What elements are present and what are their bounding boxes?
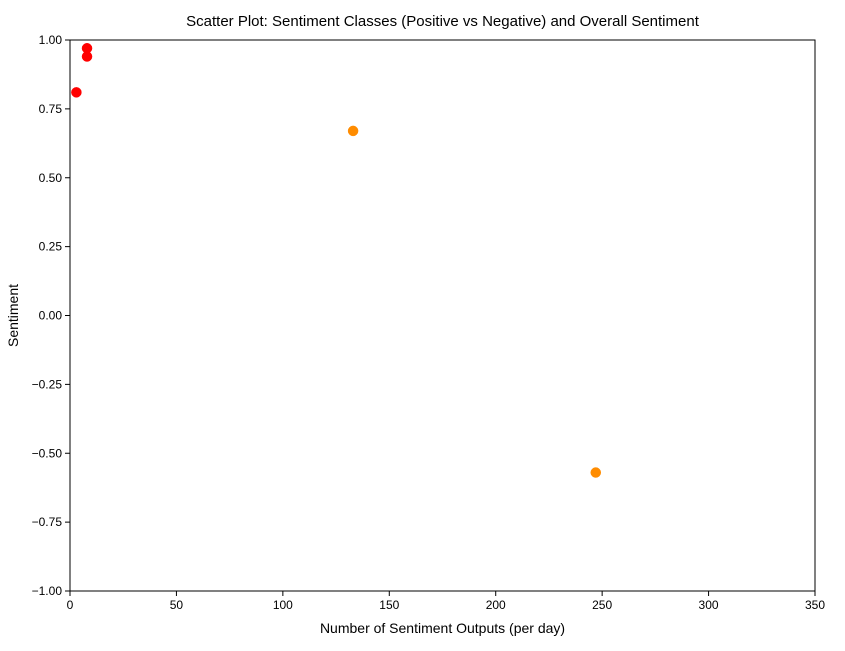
y-tick-label: −0.50 [32, 446, 63, 460]
scatter-chart: 0 50 100 150 200 250 300 350 −1.00 −0.75 −0.50 −0.2… [0, 0, 845, 651]
y-tick-label: 0.00 [39, 309, 63, 323]
y-axis-label: Sentiment [5, 284, 21, 347]
x-tick-label: 50 [170, 598, 184, 612]
data-point-overall [591, 468, 601, 478]
x-tick-label: 0 [67, 598, 74, 612]
y-tick-label: 0.50 [39, 171, 63, 185]
x-tick-label: 200 [486, 598, 506, 612]
x-tick-label: 250 [592, 598, 612, 612]
y-tick-label: −0.25 [32, 377, 63, 391]
y-tick-label: 1.00 [39, 33, 63, 47]
x-tick-label: 350 [805, 598, 825, 612]
y-tick-label: −0.75 [32, 515, 63, 529]
x-axis-label: Number of Sentiment Outputs (per day) [320, 620, 565, 636]
x-tick-label: 300 [699, 598, 719, 612]
y-tick-label: 0.25 [39, 240, 63, 254]
chart-title: Scatter Plot: Sentiment Classes (Positiv… [186, 13, 700, 30]
data-point-overall [348, 126, 358, 136]
x-tick-label: 150 [379, 598, 399, 612]
x-tick-label: 100 [273, 598, 293, 612]
data-point-positive [71, 87, 81, 97]
y-tick-label: −1.00 [32, 584, 63, 598]
chart-container: 0 50 100 150 200 250 300 350 −1.00 −0.75 −0.50 −0.2… [0, 0, 845, 651]
plot-area [70, 40, 815, 591]
y-tick-label: 0.75 [39, 102, 63, 116]
data-point-positive [82, 52, 92, 62]
